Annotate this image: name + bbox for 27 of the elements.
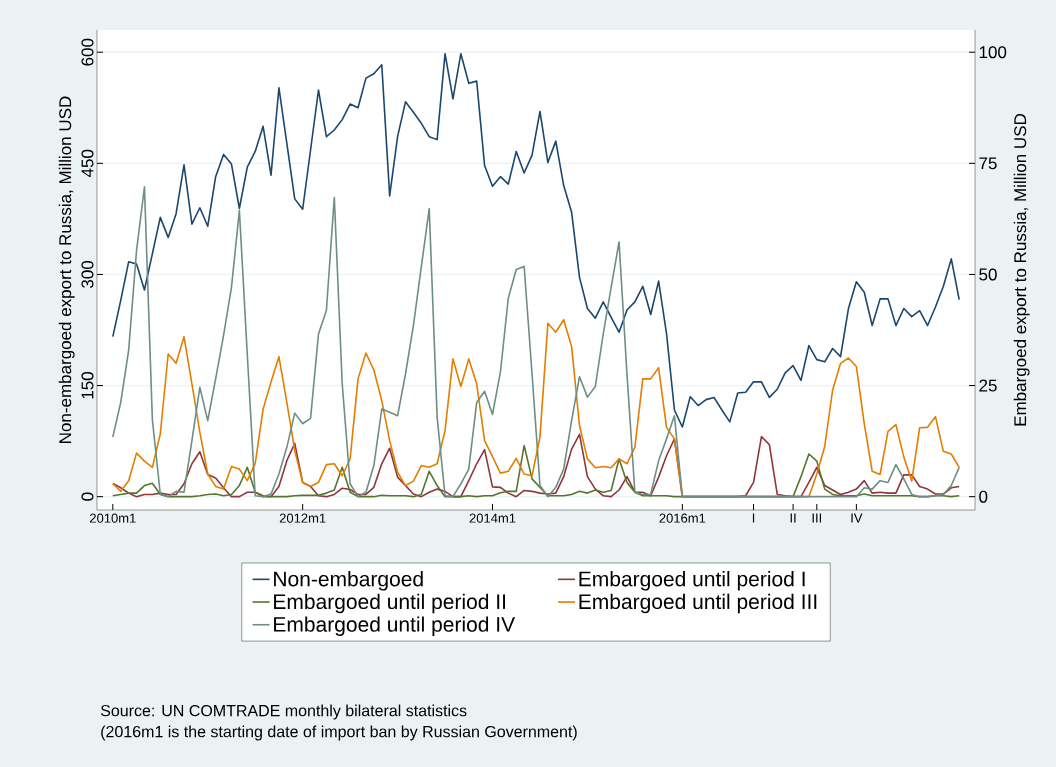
legend-label: Non-embargoed xyxy=(274,570,423,591)
x-tick-label: I xyxy=(752,513,755,523)
y2-tick-label: 50 xyxy=(979,268,997,281)
x-tick-label: 2014m1 xyxy=(469,513,516,523)
x-tick-label: III xyxy=(812,513,822,523)
text: (2016m1 is the starting date of import ban by Russian Government) xyxy=(101,725,577,741)
y-tick-label: 0 xyxy=(81,492,94,501)
y2-tick-label: 100 xyxy=(979,46,1007,59)
y-tick-label: 150 xyxy=(81,372,94,399)
source-note: Source: UN COMTRADE monthly bilateral statistics xyxy=(100,704,467,720)
y-tick-label: 300 xyxy=(81,260,94,288)
y-axis-title: Non-embargoed export to Russia, Million USD xyxy=(58,96,75,443)
y2-axis-title: Embargoed export to Russia, Million USD xyxy=(1013,114,1030,426)
x-tick-label: IV xyxy=(851,513,863,523)
x-tick-label: 2010m1 xyxy=(89,513,136,523)
y2-tick-label: 0 xyxy=(979,490,988,503)
x-tick-label: 2016m1 xyxy=(659,513,706,523)
legend-label: Embargoed until period III xyxy=(579,593,817,614)
legend-label: Embargoed until period IV xyxy=(274,616,516,636)
y2-tick-label: 25 xyxy=(979,379,997,392)
y2-tick-label: 75 xyxy=(979,157,997,170)
x-tick-label: II xyxy=(790,513,796,523)
legend-label: Embargoed until period II xyxy=(274,593,506,614)
y-tick-label: 450 xyxy=(81,149,94,178)
y-tick-label: 600 xyxy=(81,38,94,66)
x-tick-label: 2012m1 xyxy=(279,513,326,523)
legend-label: Embargoed until period I xyxy=(579,570,805,591)
